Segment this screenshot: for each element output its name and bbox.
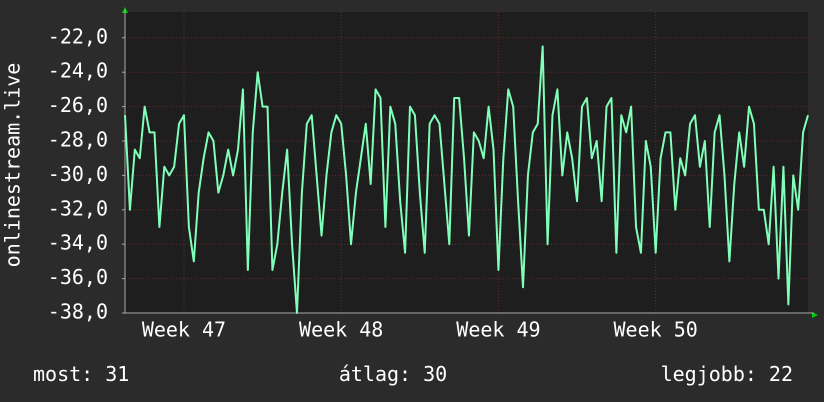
stat-value: 30 [423,362,447,386]
data-line [124,45,809,314]
y-tick-label: -26,0 [48,93,108,117]
x-tick-label: Week 48 [299,318,383,342]
y-tick-label: -28,0 [48,128,108,152]
stat-value: 31 [105,362,129,386]
stat: most: 31 [33,362,129,386]
stat: legjobb: 22 [661,362,793,386]
stat-label: legjobb: [661,362,757,386]
y-axis-label: onlinestream.live [1,63,25,268]
x-tick-label: Week 47 [142,318,226,342]
stat-label: átlag: [339,362,411,386]
y-tick-label: -22,0 [48,24,108,48]
y-tick-label: -32,0 [48,196,108,220]
x-tick-label: Week 49 [456,318,540,342]
y-tick-label: -24,0 [48,59,108,83]
y-tick-label: -36,0 [48,265,108,289]
y-tick-label: -30,0 [48,162,108,186]
stat-value: 22 [769,362,793,386]
y-tick-label: -38,0 [48,300,108,324]
plot-area [125,12,808,313]
x-tick-label: Week 50 [614,318,698,342]
stat-label: most: [33,362,93,386]
y-tick-label: -34,0 [48,231,108,255]
stat: átlag: 30 [339,362,447,386]
